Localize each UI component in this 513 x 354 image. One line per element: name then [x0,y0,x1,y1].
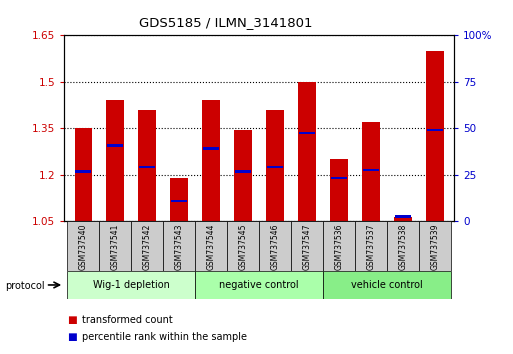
Bar [140,166,155,168]
Bar [427,129,443,131]
Bar [234,130,252,221]
Text: protocol: protocol [5,281,45,291]
Bar [131,221,163,271]
Bar [298,82,316,221]
Bar [299,132,315,134]
Text: Wig-1 depletion: Wig-1 depletion [93,280,170,290]
Bar [355,221,387,271]
Text: GSM737542: GSM737542 [143,224,152,270]
Bar [330,159,348,221]
Text: GSM737541: GSM737541 [111,224,120,270]
Bar [107,144,123,147]
Bar [170,178,188,221]
Text: GSM737546: GSM737546 [270,224,280,270]
Text: vehicle control: vehicle control [351,280,423,290]
Bar [362,122,380,221]
Bar [235,170,251,173]
Bar [331,177,347,179]
Bar [363,169,379,171]
Text: ■: ■ [67,332,76,342]
Bar [323,221,355,271]
Text: GSM737540: GSM737540 [79,224,88,270]
Text: GSM737544: GSM737544 [207,224,215,270]
Bar [67,221,100,271]
Bar [267,166,283,168]
Bar [387,221,419,271]
Text: GSM737536: GSM737536 [334,224,344,270]
Bar [171,200,187,202]
Bar [227,221,259,271]
Bar [323,271,451,299]
Bar [163,221,195,271]
Bar [107,101,124,221]
Bar [266,110,284,221]
Bar [74,128,92,221]
Bar [419,221,451,271]
Bar [195,221,227,271]
Bar [203,147,219,150]
Bar [259,221,291,271]
Text: GSM737538: GSM737538 [399,224,407,270]
Text: percentile rank within the sample: percentile rank within the sample [82,332,247,342]
Text: negative control: negative control [219,280,299,290]
Text: transformed count: transformed count [82,315,173,325]
Text: GSM737537: GSM737537 [366,224,376,270]
Text: GSM737543: GSM737543 [174,224,184,270]
Bar [100,221,131,271]
Bar [291,221,323,271]
Bar [67,271,195,299]
Text: GSM737547: GSM737547 [303,224,311,270]
Bar [394,217,411,221]
Bar [395,215,411,218]
Text: GSM737539: GSM737539 [430,224,439,270]
Bar [139,110,156,221]
Bar [426,51,444,221]
Text: ■: ■ [67,315,76,325]
Text: GSM737545: GSM737545 [239,224,248,270]
Bar [202,101,220,221]
Text: GDS5185 / ILMN_3141801: GDS5185 / ILMN_3141801 [139,16,312,29]
Bar [75,170,91,173]
Bar [195,271,323,299]
